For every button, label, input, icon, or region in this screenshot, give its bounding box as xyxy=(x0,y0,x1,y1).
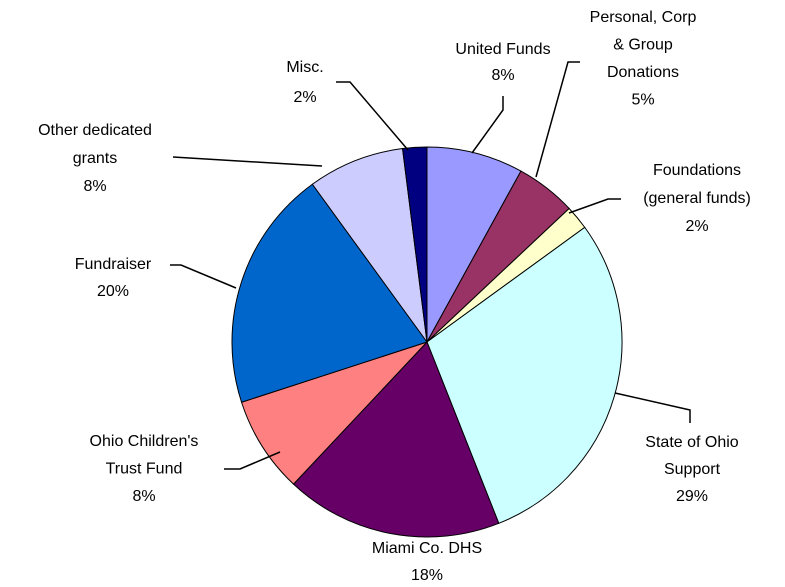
label-line: Ohio Children's xyxy=(90,433,199,450)
pie-slice xyxy=(231,183,428,403)
label-line: State of Ohio xyxy=(645,434,738,451)
value-label: 18% xyxy=(411,567,443,584)
label-line: Foundations xyxy=(653,162,741,179)
slice-label: Personal, Corp & Group Donations xyxy=(590,9,697,81)
pie-slice xyxy=(426,146,522,343)
leader-line xyxy=(224,451,281,470)
label-line: grants xyxy=(73,150,117,167)
label-line: United Funds xyxy=(455,41,550,58)
pie-slice xyxy=(240,341,428,485)
slice-label: Misc. xyxy=(286,59,323,76)
slice-label: Fundraiser xyxy=(75,256,152,273)
pie-slice xyxy=(402,146,428,343)
slice-label: Ohio Children's Trust Fund xyxy=(90,433,199,478)
label-line: Donations xyxy=(607,64,679,81)
slice-label: Other dedicated grants xyxy=(38,122,152,167)
value-label: 2% xyxy=(293,89,316,106)
slice-label: United Funds xyxy=(455,41,550,58)
leader-line xyxy=(614,392,691,423)
value-label: 2% xyxy=(685,218,708,235)
slice-label: State of Ohio Support xyxy=(645,434,738,478)
label-line: & Group xyxy=(613,37,673,54)
label-line: Support xyxy=(664,461,721,478)
pie-slice xyxy=(292,341,500,538)
leader-line xyxy=(568,198,621,214)
label-line: Miami Co. DHS xyxy=(372,540,482,557)
value-label: 8% xyxy=(491,67,514,84)
value-label: 29% xyxy=(676,488,708,505)
label-line: Misc. xyxy=(286,59,323,76)
slice-label: Foundations (general funds) xyxy=(643,162,751,207)
value-label: 20% xyxy=(97,283,129,300)
pie-slice xyxy=(311,147,428,343)
label-line: Trust Fund xyxy=(106,461,183,478)
leader-line xyxy=(172,156,323,167)
label-line: (general funds) xyxy=(643,190,751,207)
leader-line xyxy=(471,96,504,154)
label-line: Personal, Corp xyxy=(590,9,697,26)
slice-label: Miami Co. DHS xyxy=(372,540,482,557)
leader-line xyxy=(336,81,409,151)
label-line: Other dedicated xyxy=(38,122,152,139)
label-line: Fundraiser xyxy=(75,256,152,273)
pie-slice xyxy=(426,226,623,524)
value-label: 8% xyxy=(83,178,106,195)
leader-line xyxy=(170,264,237,289)
leader-line xyxy=(535,61,580,178)
value-label: 5% xyxy=(631,92,654,109)
value-label: 8% xyxy=(132,488,155,505)
